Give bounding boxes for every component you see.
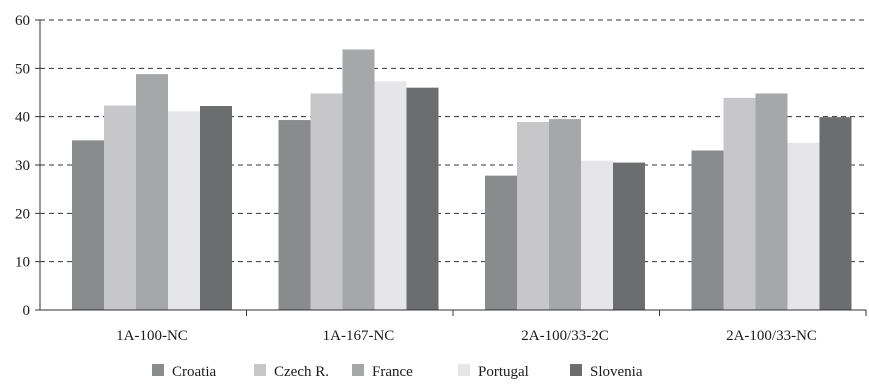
bar-czech-r <box>723 97 756 310</box>
legend-swatch <box>152 364 164 376</box>
bar-portugal <box>374 81 407 310</box>
x-category-label: 1A-100-NC <box>116 328 188 344</box>
y-tick-label: 0 <box>23 303 31 319</box>
legend-label: France <box>372 364 413 380</box>
x-category-label: 2A-100/33-2C <box>521 328 609 344</box>
y-tick-label: 60 <box>15 13 30 29</box>
legend-swatch <box>570 364 582 376</box>
legend: Croatia Czech R. France Portugal Slovenia <box>152 364 643 380</box>
bar-france <box>136 74 168 310</box>
bar-portugal <box>581 160 613 310</box>
legend-label: Croatia <box>172 364 216 380</box>
y-tick-label: 40 <box>15 110 30 126</box>
y-tick-label: 20 <box>15 206 30 222</box>
bar-france <box>755 93 788 310</box>
legend-swatch <box>458 364 470 376</box>
bar-slovenia <box>819 117 852 311</box>
bar-croatia <box>485 175 517 310</box>
bar-slovenia <box>406 87 439 311</box>
bar-portugal <box>787 142 820 310</box>
x-category-label: 2A-100/33-NC <box>726 328 817 344</box>
bar-croatia <box>691 150 724 310</box>
bar-portugal <box>168 111 200 310</box>
bar-croatia <box>72 140 104 310</box>
bar-slovenia <box>613 162 645 310</box>
legend-swatch <box>352 364 364 376</box>
bar-france <box>549 119 581 310</box>
legend-label: Slovenia <box>590 364 643 380</box>
y-tick-label: 10 <box>15 255 30 271</box>
bars <box>72 49 852 311</box>
y-tick-label: 30 <box>15 158 30 174</box>
bar-croatia <box>278 120 311 310</box>
bar-czech-r <box>517 121 549 310</box>
bar-czech-r <box>310 93 343 310</box>
bar-france <box>342 49 375 310</box>
bar-slovenia <box>200 106 232 311</box>
legend-label: Portugal <box>478 364 529 380</box>
x-category-label: 1A-167-NC <box>323 328 395 344</box>
axes: 0 10 20 30 40 50 60 1A-100-NC 1A-167-NC 2A-100/33… <box>15 13 867 344</box>
legend-swatch <box>254 364 266 376</box>
y-tick-label: 50 <box>15 61 30 77</box>
bar-czech-r <box>104 105 136 310</box>
legend-label: Czech R. <box>274 364 329 380</box>
